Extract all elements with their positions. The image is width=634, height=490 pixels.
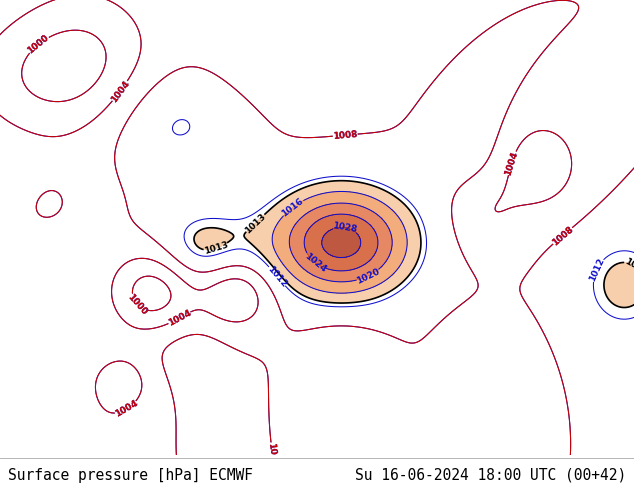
Text: 1000: 1000 <box>26 33 51 55</box>
Text: 1020: 1020 <box>355 267 381 285</box>
Text: 1004: 1004 <box>109 78 131 104</box>
Text: 1028: 1028 <box>332 221 358 234</box>
Text: 1008: 1008 <box>332 129 358 141</box>
Text: 1004: 1004 <box>113 399 139 419</box>
Text: 1004: 1004 <box>109 78 131 104</box>
Text: Surface pressure [hPa] ECMWF: Surface pressure [hPa] ECMWF <box>8 467 252 483</box>
Text: Su 16-06-2024 18:00 UTC (00+42): Su 16-06-2024 18:00 UTC (00+42) <box>355 467 626 483</box>
Text: 1004: 1004 <box>503 150 520 176</box>
Text: 1004: 1004 <box>113 399 139 419</box>
Text: 1000: 1000 <box>126 293 149 317</box>
Text: 1000: 1000 <box>26 33 51 55</box>
Text: 1013: 1013 <box>243 211 268 235</box>
Text: 1004: 1004 <box>166 308 193 328</box>
Text: 1000: 1000 <box>126 293 149 317</box>
Text: 1024: 1024 <box>302 251 328 274</box>
Text: 1008: 1008 <box>266 442 279 468</box>
Text: 1016: 1016 <box>280 196 306 219</box>
Text: 1008: 1008 <box>332 129 358 141</box>
Text: 1008: 1008 <box>266 442 279 468</box>
Text: 1013: 1013 <box>623 257 634 276</box>
Text: 1013: 1013 <box>203 241 229 256</box>
Text: 1004: 1004 <box>166 308 193 328</box>
Text: 1012: 1012 <box>266 264 288 289</box>
Text: 1012: 1012 <box>587 257 606 283</box>
Text: 1004: 1004 <box>503 150 520 176</box>
Text: 1008: 1008 <box>550 224 575 247</box>
Text: 1008: 1008 <box>550 224 575 247</box>
